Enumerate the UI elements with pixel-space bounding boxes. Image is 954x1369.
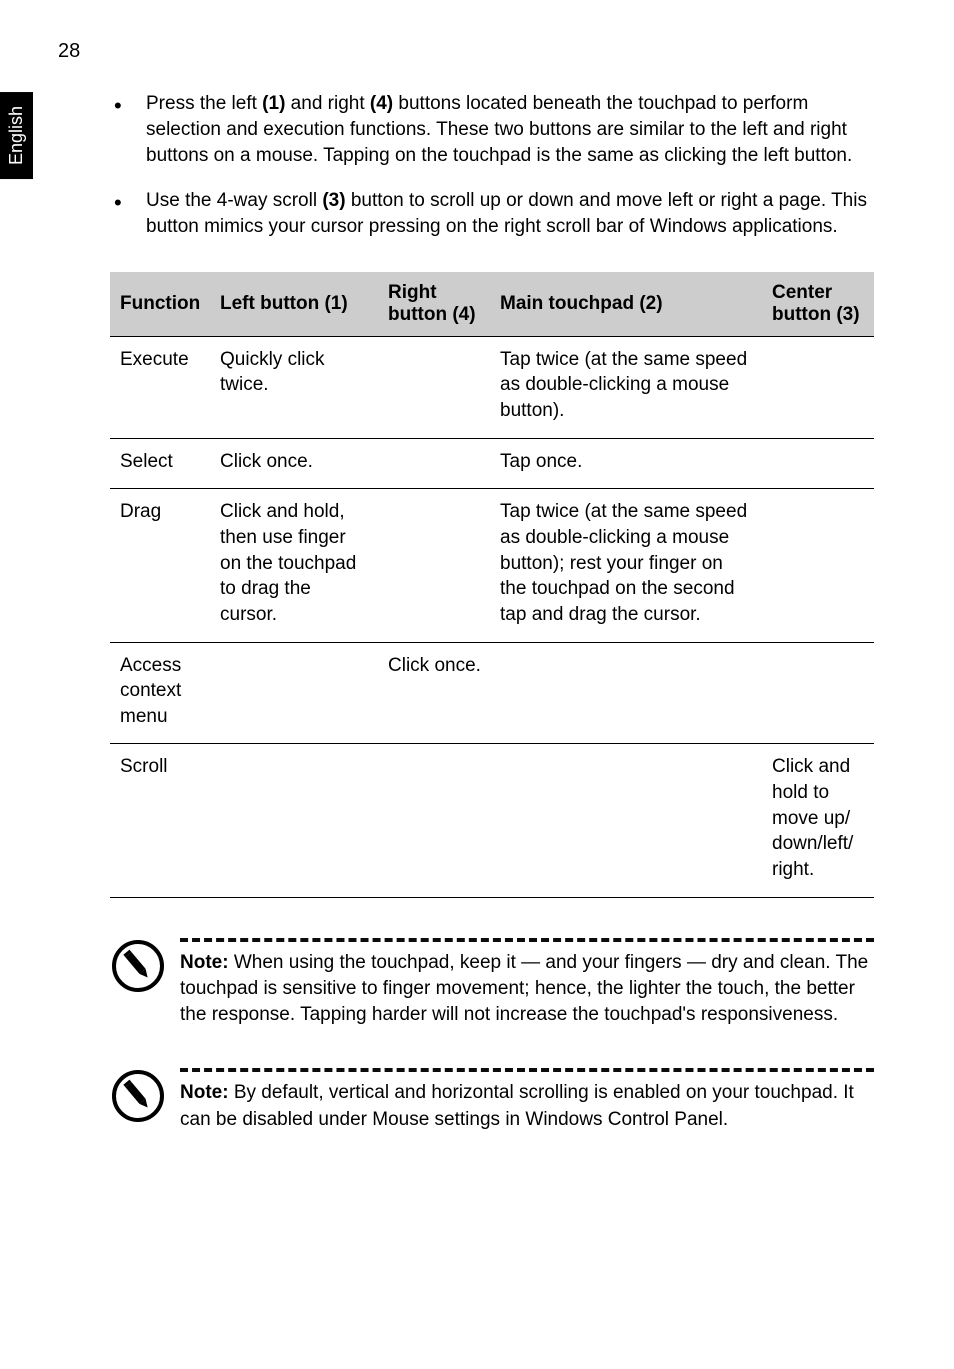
cell-main: Tap twice (at the same speed as double-c… [490,336,762,438]
cell-right [378,744,490,897]
note-block: Note: When using the touchpad, keep it —… [110,938,874,1029]
th-function: Function [110,272,210,336]
cell-center: Click and hold to move up/ down/left/ ri… [762,744,874,897]
cell-func: Scroll [110,744,210,897]
bullet-text-pre: Press the left [146,93,262,114]
cell-func: Drag [110,489,210,642]
cell-left: Click once. [210,438,378,489]
note-label: Note: [180,1082,229,1103]
dashed-divider [180,938,874,942]
note-content: When using the touchpad, keep it — and y… [180,952,868,1025]
cell-main [490,642,762,744]
cell-main: Tap twice (at the same speed as double-c… [490,489,762,642]
cell-func: Select [110,438,210,489]
table-row: Execute Quickly click twice. Tap twice (… [110,336,874,438]
th-left: Left button (1) [210,272,378,336]
table-row: Select Click once. Tap once. [110,438,874,489]
th-right: Right button (4) [378,272,490,336]
bullet-bold-2: (4) [370,93,393,114]
cell-func: Access context menu [110,642,210,744]
note-body: Note: By default, vertical and horizonta… [180,1068,874,1132]
page-number: 28 [58,40,874,63]
table-row: Access context menu Click once. [110,642,874,744]
cell-center [762,489,874,642]
note-pencil-icon [110,938,166,994]
table-row: Scroll Click and hold to move up/ down/l… [110,744,874,897]
cell-func: Execute [110,336,210,438]
bullet-text-mid: and right [285,93,370,114]
note-content: By default, vertical and horizontal scro… [180,1082,854,1129]
cell-center [762,438,874,489]
page: English 28 Press the left (1) and right … [0,0,954,1193]
cell-right: Click once. [378,642,490,744]
language-tab: English [0,92,33,179]
cell-main [490,744,762,897]
note-block: Note: By default, vertical and horizonta… [110,1068,874,1132]
cell-center [762,642,874,744]
cell-right [378,336,490,438]
note-label: Note: [180,952,229,973]
cell-left: Quickly click twice. [210,336,378,438]
dashed-divider [180,1068,874,1072]
table-body: Execute Quickly click twice. Tap twice (… [110,336,874,897]
bullet-list: Press the left (1) and right (4) buttons… [110,91,874,240]
bullet-bold-1: (1) [262,93,285,114]
th-center: Center button (3) [762,272,874,336]
cell-left [210,744,378,897]
cell-main: Tap once. [490,438,762,489]
cell-right [378,489,490,642]
function-table: Function Left button (1) Right button (4… [110,272,874,898]
note-text: Note: By default, vertical and horizonta… [180,1080,874,1132]
bullet-text-pre: Use the 4-way scroll [146,190,322,211]
th-main: Main touchpad (2) [490,272,762,336]
table-row: Drag Click and hold, then use finger on … [110,489,874,642]
cell-left [210,642,378,744]
table-header-row: Function Left button (1) Right button (4… [110,272,874,336]
note-text: Note: When using the touchpad, keep it —… [180,950,874,1029]
bullet-bold-1: (3) [322,190,345,211]
cell-right [378,438,490,489]
cell-center [762,336,874,438]
note-pencil-icon [110,1068,166,1124]
bullet-item: Press the left (1) and right (4) buttons… [110,91,874,170]
cell-left: Click and hold, then use finger on the t… [210,489,378,642]
note-body: Note: When using the touchpad, keep it —… [180,938,874,1029]
content-area: Press the left (1) and right (4) buttons… [110,91,874,1133]
bullet-item: Use the 4-way scroll (3) button to scrol… [110,188,874,240]
